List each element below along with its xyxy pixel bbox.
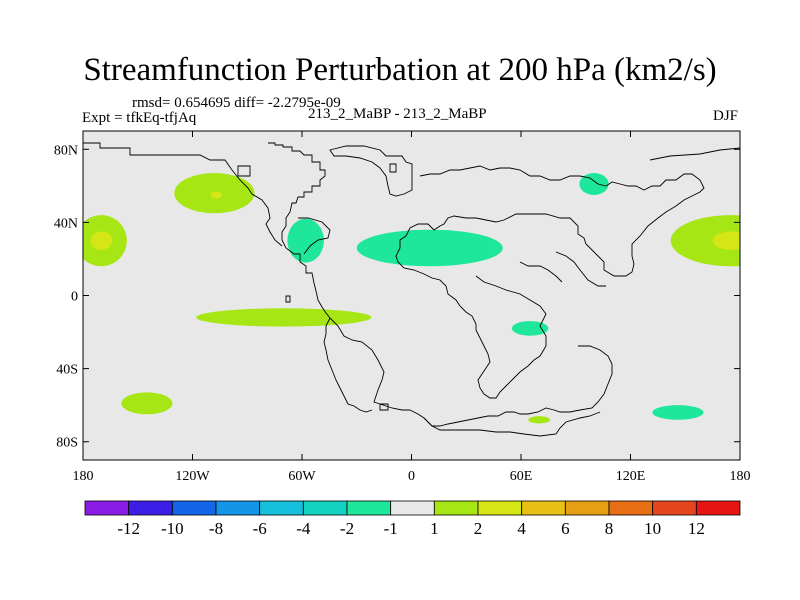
coastline-south-america: [329, 317, 410, 411]
experiment-label: Expt = tfkEq-tfjAq: [82, 110, 197, 126]
season-label: DJF: [713, 108, 739, 124]
colorbar-box-0: [84, 500, 130, 516]
colorbar-box-13: [652, 500, 697, 516]
lon-tick-label-1: 120W: [175, 469, 210, 484]
colorbar-box-12: [608, 500, 654, 516]
axis-ticks: 80N 40N 0 40S 80S 180 120W 60W 0 60E 120E 180: [54, 131, 751, 484]
lon-tick-label-2: 60W: [288, 469, 316, 484]
colorbar-label-10: 6: [561, 519, 570, 538]
lat-tick-label-3: 40S: [56, 363, 78, 378]
colorbar-box-2: [171, 500, 217, 516]
colorbar-label-13: 12: [688, 519, 705, 538]
plot-title: Streamfunction Perturbation at 200 hPa (…: [83, 52, 717, 88]
colorbar-label-11: 8: [605, 519, 614, 538]
colorbar-box-5: [302, 500, 348, 516]
lat-tick-label-0: 80N: [54, 143, 78, 158]
colorbar-box-7: [390, 500, 435, 516]
coastline-greenland: [329, 145, 413, 197]
coastline-north-america: [268, 142, 331, 319]
colorbar-box-3: [215, 500, 261, 516]
coastline-horn-africa: [475, 275, 547, 327]
lat-tick-label-4: 80S: [56, 436, 78, 451]
colorbar: -12 -10 -8 -6 -4 -2 -1 1 2 4 6 8 10 12: [84, 500, 741, 538]
colorbar-box-8: [433, 500, 479, 516]
coastline-africa: [395, 247, 547, 399]
colorbar-label-12: 10: [644, 519, 661, 538]
lon-tick-label-3: 0: [408, 469, 415, 484]
colorbar-box-11: [564, 500, 610, 516]
coastline-antarctica: [409, 409, 601, 437]
colorbar-label-1: -10: [161, 519, 184, 538]
coastline-south-america-west: [323, 317, 373, 413]
contour-fill-layer: [83, 173, 740, 424]
coastline-india: [519, 261, 563, 283]
coastline-island-south-atlantic: [379, 403, 389, 411]
colorbar-box-9: [477, 500, 523, 516]
contour-region-1: [712, 231, 740, 250]
colorbar-box-14: [695, 500, 741, 516]
contour-region-7: [356, 229, 503, 267]
coastline-iceland: [389, 163, 397, 173]
colorbar-label-9: 4: [517, 519, 526, 538]
contour-region-11: [196, 308, 372, 327]
colorbar-box-10: [521, 500, 566, 516]
coastline-island-alaska: [237, 165, 251, 177]
case-label: 213_2_MaBP - 213_2_MaBP: [308, 106, 487, 122]
colorbar-label-5: -2: [340, 519, 354, 538]
colorbar-label-6: -1: [384, 519, 398, 538]
colorbar-box-4: [259, 500, 304, 516]
coastline-arctic: [83, 142, 283, 247]
lat-tick-label-2: 0: [71, 290, 78, 305]
colorbar-box-1: [128, 500, 173, 516]
contour-region-13: [528, 416, 551, 424]
colorbar-label-4: -4: [296, 519, 311, 538]
coastline-arctic-eurasia: [419, 165, 599, 185]
coastline-north-east-asia: [649, 147, 740, 161]
lat-tick-label-1: 40N: [54, 216, 78, 231]
contour-region-9: [511, 321, 549, 336]
colorbar-label-8: 2: [474, 519, 483, 538]
colorbar-label-0: -12: [117, 519, 140, 538]
coastline-eurasia: [399, 173, 705, 277]
contour-region-6: [287, 218, 324, 263]
colorbar-box-6: [346, 500, 392, 516]
contour-region-10: [652, 405, 704, 420]
coastline-island-mid-atlantic: [285, 295, 291, 303]
contour-region-3: [90, 231, 113, 250]
contour-region-12: [121, 392, 173, 415]
coastline-north-america-east: [298, 217, 331, 255]
colorbar-label-2: -8: [209, 519, 223, 538]
contour-region-5: [210, 191, 222, 199]
lon-tick-label-0: 180: [73, 469, 94, 484]
colorbar-label-7: 1: [430, 519, 439, 538]
coastlines: [83, 142, 740, 437]
rmsd-diff-text: rmsd= 0.654695 diff= -2.2795e-09: [132, 95, 341, 111]
contour-region-8: [579, 173, 609, 195]
lon-tick-label-6: 180: [730, 469, 751, 484]
contour-region-0: [670, 215, 740, 267]
coastline-se-asia: [555, 251, 606, 287]
colorbar-label-3: -6: [253, 519, 267, 538]
lon-tick-label-5: 120E: [616, 469, 646, 484]
coastline-australia: [423, 345, 613, 427]
lon-tick-label-4: 60E: [510, 469, 533, 484]
